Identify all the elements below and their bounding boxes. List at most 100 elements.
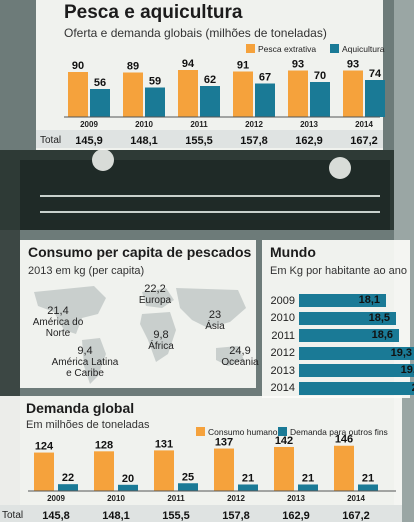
value-outros-2009: 22 [62,472,74,484]
total-demanda-2014: 167,2 [342,510,370,522]
legend-swatch-aquicultura [330,44,339,53]
region-asia: 23 Ásia [200,310,230,333]
mundo-row-2009: 2009 18,1 [270,294,386,307]
bar-aquicultura-2014 [365,80,385,117]
value-aquicultura-2011: 62 [204,74,216,86]
mundo-value-2014: 20,1 [412,382,414,395]
region-europa-value: 22,2 [144,283,166,295]
section-demanda-subtitle: Em milhões de toneladas [26,419,150,431]
total-demanda-2010: 148,1 [102,510,130,522]
value-outros-2011: 25 [182,471,194,483]
tick-demanda-2013: 2013 [287,494,305,503]
legend-label-consumo: Consumo humano [208,427,278,437]
value-outros-2014: 21 [362,472,374,484]
bar-outros-2013 [298,484,318,491]
region-oceania-name: Oceania [221,357,259,368]
bar-aquicultura-2012 [255,83,275,117]
tick-demanda-2012: 2012 [227,494,245,503]
chart-pesca: Pesca extrativa Aquicultura Total 90 56 2009 1… [36,44,385,148]
mundo-year-2012: 2012 [270,347,295,359]
tick-2011: 2011 [190,120,208,129]
value-outros-2010: 20 [122,473,134,485]
region-america-latina-value: 9,4 [77,345,93,357]
region-america-norte-name: América do Norte [32,317,84,339]
value-aquicultura-2014: 74 [369,68,382,80]
mundo-value-2013: 19,7 [400,364,414,376]
mundo-value-2010: 18,5 [368,311,390,324]
mundo-value-2011: 18,6 [371,329,393,341]
bar-pesca-2011 [178,70,198,117]
bar-outros-2010 [118,484,138,491]
section-mundo-title: Mundo [270,244,316,260]
mundo-bar-2011: 18,6 [299,329,399,342]
total-2012: 157,8 [240,135,268,147]
value-consumo-2012: 137 [215,437,233,449]
region-america-latina-name: América Latina e Caribe [51,357,119,379]
bar-outros-2011 [178,483,198,491]
mundo-bar-2009: 18,1 [299,294,386,307]
section-mundo-subtitle: Em Kg por habitante ao ano [270,265,407,277]
legend-label-pesca: Pesca extrativa [258,44,316,54]
value-aquicultura-2009: 56 [94,77,106,89]
region-africa-name: África [148,341,174,352]
value-outros-2013: 21 [302,472,314,484]
tick-demanda-2009: 2009 [47,494,65,503]
value-pesca-2012: 91 [237,60,249,72]
total-demanda-2013: 162,9 [282,510,310,522]
mundo-bar-2013: 19,7 [299,364,414,377]
value-aquicultura-2013: 70 [314,70,326,82]
mundo-value-2009: 18,1 [358,294,380,306]
tick-2014: 2014 [355,120,373,129]
legend-label-aquicultura: Aquicultura [342,44,385,54]
bar-pesca-2009 [68,72,88,117]
bar-aquicultura-2013 [310,82,330,117]
value-pesca-2013: 93 [292,59,304,71]
legend-label-outros: Demanda para outros fins [290,427,388,437]
region-oceania: 24,9 Oceania [220,346,260,369]
bar-pesca-2012 [233,71,253,117]
total-demanda-2009: 145,8 [42,510,70,522]
mundo-year-2013: 2013 [270,364,295,377]
region-africa: 9,8 África [144,330,178,353]
total-label: Total [40,135,61,146]
value-aquicultura-2010: 59 [149,76,161,88]
tick-demanda-2014: 2014 [347,494,365,503]
mundo-year-2011: 2011 [271,329,295,342]
bar-pesca-2010 [123,72,143,117]
mundo-row-2010: 2010 18,5 [270,311,396,325]
value-pesca-2009: 90 [72,60,84,72]
bar-pesca-2014 [343,70,363,117]
region-asia-name: Ásia [205,321,225,332]
mundo-year-2010: 2010 [270,312,295,324]
value-consumo-2013: 142 [275,435,293,447]
bar-consumo-2010 [94,451,114,491]
section-consumo-title: Consumo per capita de pescados [28,244,252,260]
world-map [34,286,246,384]
mundo-bar-2014: 20,1 [299,381,414,395]
section-consumo-subtitle: 2013 em kg (per capita) [28,265,145,277]
section-demanda-title: Demanda global [26,400,135,416]
value-pesca-2011: 94 [182,58,195,70]
total-2011: 155,5 [185,135,213,147]
section-pesca-title: Pesca e aquicultura [64,2,243,23]
bar-outros-2009 [58,484,78,491]
mundo-row-2012: 2012 19,3 [270,346,414,360]
bar-aquicultura-2011 [200,86,220,117]
tick-2009: 2009 [80,120,98,129]
value-pesca-2014: 93 [347,59,359,71]
bar-consumo-2013 [274,446,294,491]
section-pesca-subtitle: Oferta e demanda globais (milhões de ton… [64,26,327,40]
tick-2013: 2013 [300,120,318,129]
bar-consumo-2012 [214,448,234,491]
mundo-value-2012: 19,3 [390,346,412,359]
tick-demanda-2010: 2010 [107,494,125,503]
region-america-norte-value: 21,4 [47,305,69,317]
tick-2010: 2010 [135,120,153,129]
value-consumo-2009: 124 [35,441,54,453]
value-pesca-2010: 89 [127,61,139,73]
value-consumo-2011: 131 [155,438,173,450]
mundo-year-2014: 2014 [270,382,295,394]
mundo-bar-2010: 18,5 [299,311,396,325]
bar-pesca-2013 [288,70,308,117]
